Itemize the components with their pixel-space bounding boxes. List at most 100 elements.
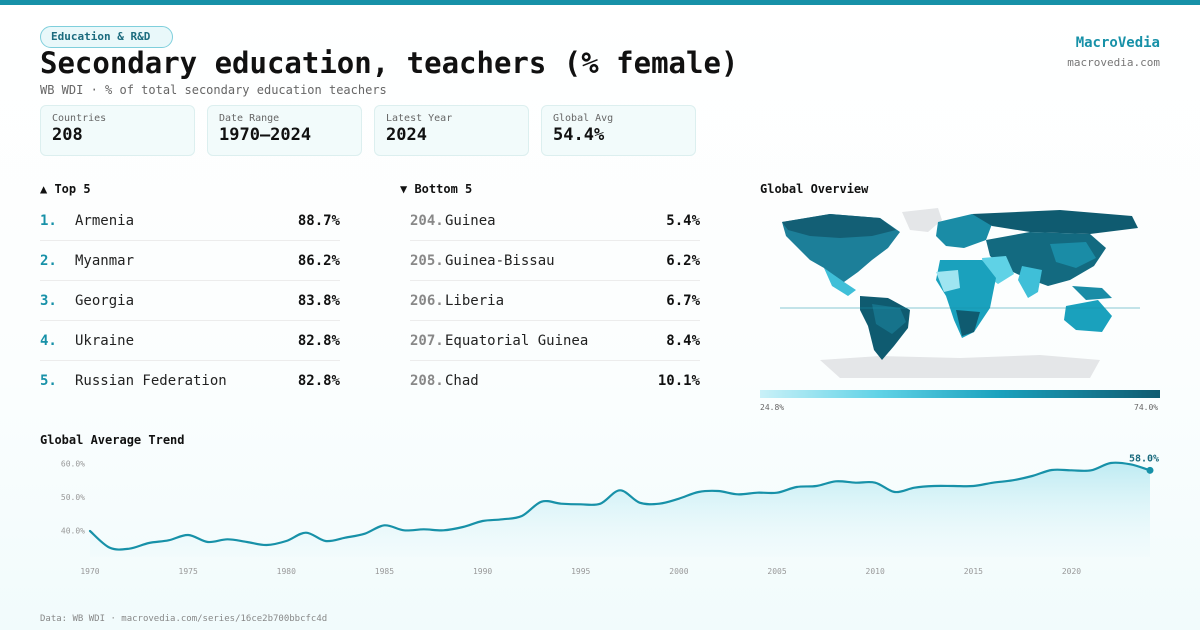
page-subtitle: WB WDI · % of total secondary education …: [40, 83, 387, 97]
country-name: Guinea: [445, 212, 496, 229]
list-item[interactable]: 5. Russian Federation 82.8%: [40, 361, 340, 401]
x-tick-label: 1990: [473, 567, 492, 576]
legend-max-label: 74.0%: [1134, 403, 1159, 412]
map-region-mexico: [824, 268, 856, 296]
trend-area: [90, 462, 1150, 557]
rank-number: 1.: [40, 212, 57, 229]
rank-number: 205.: [410, 252, 444, 269]
trend-last-label: 58.0%: [1129, 453, 1159, 464]
country-name: Georgia: [75, 292, 135, 309]
rank-number: 204.: [410, 212, 444, 229]
map-title: Global Overview: [760, 182, 869, 196]
rank-number: 4.: [40, 332, 57, 349]
rank-number: 5.: [40, 373, 57, 389]
stat-label: Countries: [52, 113, 107, 124]
x-tick-label: 2010: [866, 567, 885, 576]
trend-last-point[interactable]: [1146, 466, 1154, 474]
country-name: Liberia: [445, 292, 505, 309]
rank-number: 2.: [40, 252, 57, 269]
world-choropleth-map[interactable]: [760, 200, 1160, 385]
map-region-antarctica: [820, 355, 1100, 378]
country-value: 82.8%: [297, 332, 340, 349]
stat-label: Latest Year: [386, 113, 453, 124]
list-item[interactable]: 3. Georgia 83.8%: [40, 281, 340, 321]
map-region-russia: [972, 210, 1138, 234]
list-item[interactable]: 1. Armenia 88.7%: [40, 201, 340, 241]
country-value: 6.2%: [666, 252, 700, 269]
country-value: 86.2%: [297, 252, 340, 269]
page-title: Secondary education, teachers (% female): [40, 46, 739, 80]
stat-label: Date Range: [219, 113, 280, 124]
x-tick-label: 1975: [179, 567, 198, 576]
country-name: Armenia: [75, 212, 135, 229]
site-link[interactable]: macrovedia.com: [1067, 56, 1160, 69]
map-region-southern-africa: [956, 310, 980, 336]
list-item[interactable]: 4. Ukraine 82.8%: [40, 321, 340, 361]
stat-value: 2024: [386, 125, 427, 145]
stat-latest-year: Latest Year 2024: [374, 105, 529, 156]
y-tick-label: 60.0%: [61, 460, 85, 469]
stat-value: 1970–2024: [219, 125, 312, 145]
list-item[interactable]: 204. Guinea 5.4%: [410, 201, 700, 241]
rank-number: 208.: [410, 373, 444, 389]
bottom5-list: 204. Guinea 5.4% 205. Guinea-Bissau 6.2%…: [410, 201, 700, 401]
rank-number: 206.: [410, 292, 444, 309]
map-region-europe: [936, 214, 992, 248]
stat-label: Global Avg: [553, 113, 614, 124]
category-tag[interactable]: Education & R&D: [40, 26, 174, 48]
stat-value: 54.4%: [553, 125, 605, 145]
stat-countries: Countries 208: [40, 105, 195, 156]
map-region-australia: [1064, 300, 1112, 332]
stat-date-range: Date Range 1970–2024: [207, 105, 362, 156]
country-name: Equatorial Guinea: [445, 332, 589, 349]
x-tick-label: 1970: [80, 567, 99, 576]
country-value: 8.4%: [666, 332, 700, 349]
brand-logo[interactable]: MacroVedia: [1075, 35, 1160, 51]
country-value: 88.7%: [297, 212, 340, 229]
y-tick-label: 50.0%: [61, 493, 85, 502]
stats-row: Countries 208 Date Range 1970–2024 Lates…: [40, 105, 696, 156]
x-tick-label: 1985: [375, 567, 394, 576]
x-tick-label: 1995: [571, 567, 590, 576]
list-item[interactable]: 206. Liberia 6.7%: [410, 281, 700, 321]
x-tick-label: 2005: [767, 567, 786, 576]
x-tick-label: 1980: [277, 567, 296, 576]
country-value: 82.8%: [297, 373, 340, 389]
map-region-china: [1050, 242, 1096, 268]
map-region-southeast-asia: [1072, 286, 1112, 300]
trend-title: Global Average Trend: [40, 433, 185, 447]
map-color-legend: [760, 390, 1160, 398]
bottom5-title: ▼ Bottom 5: [400, 182, 473, 196]
country-value: 6.7%: [666, 292, 700, 309]
footer-source: Data: WB WDI · macrovedia.com/series/16c…: [40, 614, 328, 624]
trend-line: [88, 461, 1152, 551]
legend-min-label: 24.8%: [760, 403, 785, 412]
map-region-brazil: [872, 304, 906, 334]
country-name: Guinea-Bissau: [445, 252, 555, 269]
country-name: Chad: [445, 373, 479, 389]
list-item[interactable]: 207. Equatorial Guinea 8.4%: [410, 321, 700, 361]
map-region-canada: [782, 214, 896, 238]
global-average-trend-chart[interactable]: 40.0% 50.0% 60.0% 1970 1975 1980 1985 1990 1995…: [40, 452, 1170, 582]
country-value: 83.8%: [297, 292, 340, 309]
list-item[interactable]: 2. Myanmar 86.2%: [40, 241, 340, 281]
map-region-greenland: [902, 208, 942, 232]
rank-number: 207.: [410, 332, 444, 349]
country-value: 10.1%: [657, 373, 700, 389]
list-item[interactable]: 205. Guinea-Bissau 6.2%: [410, 241, 700, 281]
rank-number: 3.: [40, 292, 57, 309]
country-name: Ukraine: [75, 332, 135, 349]
country-value: 5.4%: [666, 212, 700, 229]
country-name: Russian Federation: [75, 373, 227, 389]
country-name: Myanmar: [75, 252, 135, 269]
map-region-west-africa: [936, 270, 960, 292]
top-accent-bar: [0, 0, 1200, 5]
top5-list: 1. Armenia 88.7% 2. Myanmar 86.2% 3. Geo…: [40, 201, 340, 401]
x-tick-label: 2000: [669, 567, 688, 576]
top5-title: ▲ Top 5: [40, 182, 91, 196]
y-tick-label: 40.0%: [61, 526, 85, 535]
x-tick-label: 2020: [1062, 567, 1081, 576]
stat-global-avg: Global Avg 54.4%: [541, 105, 696, 156]
list-item[interactable]: 208. Chad 10.1%: [410, 361, 700, 401]
x-tick-label: 2015: [964, 567, 983, 576]
